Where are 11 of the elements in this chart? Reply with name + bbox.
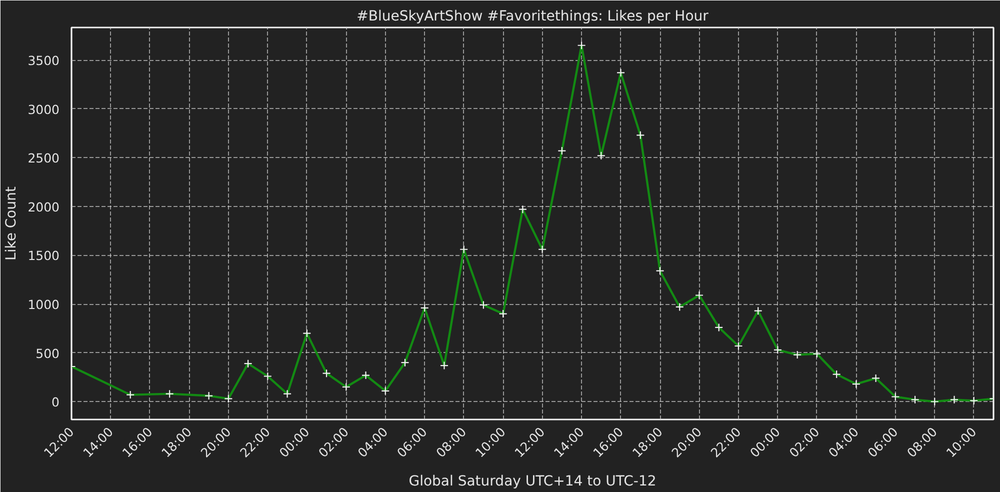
y-tick-label: 500 [36,346,60,361]
y-tick-label: 2000 [28,199,60,214]
y-tick-label: 1000 [28,297,60,312]
y-tick-label: 3500 [28,53,60,68]
y-axis-title: Like Count [4,186,20,260]
y-tick-label: 2500 [28,150,60,166]
chart-title: #BlueSkyArtShow #Favoritethings: Likes per Hour [356,8,709,24]
x-axis-title: Global Saturday UTC+14 to UTC-12 [408,474,656,490]
y-tick-label: 1500 [28,248,60,264]
y-tick-label: 3000 [28,102,60,117]
y-tick-label: 0 [52,394,60,410]
